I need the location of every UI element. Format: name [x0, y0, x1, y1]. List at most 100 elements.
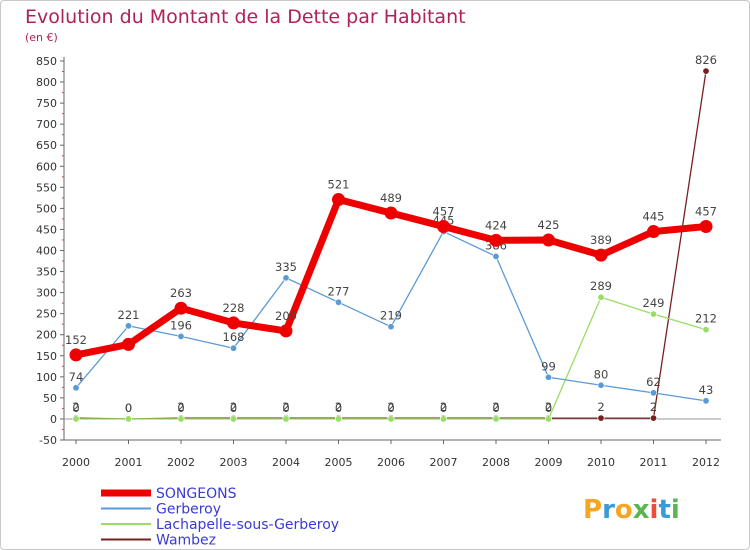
data-point — [597, 414, 605, 422]
x-tick-label: 2006 — [377, 456, 405, 469]
data-label: 99 — [541, 359, 556, 373]
y-tick-label: 400 — [36, 245, 57, 258]
data-label: 2 — [387, 400, 394, 414]
logo-letter: i — [650, 495, 659, 525]
x-tick-label: 2005 — [325, 456, 353, 469]
data-label: 2 — [440, 400, 447, 414]
series-lachapelle-sous-gerberoy: 0 0 0 0 0 0 0 0 0 0 289 249 212 — [72, 279, 717, 423]
y-tick-label: 550 — [36, 181, 57, 194]
data-point — [649, 389, 657, 397]
data-label: 209 — [275, 309, 297, 323]
data-point — [387, 415, 395, 423]
data-point — [649, 310, 657, 318]
data-point — [72, 384, 80, 392]
data-label: 2 — [545, 400, 552, 414]
data-label: 277 — [328, 284, 350, 298]
data-point — [177, 332, 185, 340]
data-label: 489 — [380, 191, 402, 205]
data-point — [489, 233, 503, 247]
data-label: 0 — [125, 401, 132, 415]
data-point — [544, 415, 552, 423]
data-point — [230, 415, 238, 423]
data-point — [282, 274, 290, 282]
y-tick-label: 800 — [36, 76, 57, 89]
data-label: 2 — [230, 400, 237, 414]
data-label: 249 — [643, 296, 665, 310]
data-point — [227, 316, 240, 330]
data-point — [72, 415, 80, 423]
legend-label: Gerberoy — [156, 502, 221, 518]
data-point — [125, 322, 133, 330]
data-label: 335 — [275, 260, 297, 274]
data-point — [699, 219, 713, 233]
data-label: 62 — [646, 375, 661, 389]
data-label: 152 — [65, 333, 87, 347]
y-tick-label: 750 — [36, 97, 57, 110]
x-tick-label: 2008 — [482, 456, 510, 469]
legend-label: Wambez — [156, 533, 216, 549]
y-tick-label: 250 — [36, 308, 57, 321]
data-label: 2 — [492, 400, 499, 414]
data-point — [177, 415, 185, 423]
data-label: 0 — [492, 401, 499, 415]
chart-subtitle: (en €) — [25, 31, 58, 44]
data-point — [544, 373, 552, 381]
axes: -500501001502002503003504004505005506006… — [36, 55, 721, 469]
data-point — [387, 323, 395, 331]
y-tick-label: 50 — [43, 392, 57, 405]
data-point — [332, 193, 345, 207]
data-label: 389 — [590, 233, 612, 247]
data-label: 0 — [387, 401, 394, 415]
y-tick-label: 650 — [36, 139, 57, 152]
data-point — [334, 415, 342, 423]
data-label: 2 — [650, 400, 657, 414]
data-point — [647, 225, 660, 239]
data-label: 168 — [223, 330, 245, 344]
data-label: 212 — [695, 312, 717, 326]
x-tick-label: 2000 — [62, 456, 90, 469]
data-point — [492, 415, 500, 423]
data-label: 228 — [223, 301, 245, 315]
data-label: 289 — [590, 279, 612, 293]
y-tick-label: 200 — [36, 329, 57, 342]
x-tick-label: 2009 — [535, 456, 563, 469]
data-label: 221 — [118, 308, 140, 322]
chart-title: Evolution du Montant de la Dette par Hab… — [25, 6, 466, 28]
x-tick-label: 2003 — [220, 456, 248, 469]
data-label: 0 — [282, 401, 289, 415]
y-tick-label: 700 — [36, 118, 57, 131]
data-point — [594, 248, 608, 262]
x-tick-label: 2011 — [640, 456, 668, 469]
data-point — [437, 219, 450, 233]
legend-item: Wambez — [101, 533, 216, 549]
data-point — [597, 381, 605, 389]
data-point — [174, 301, 188, 315]
data-label: 2 — [72, 400, 79, 414]
data-label: 0 — [72, 401, 79, 415]
series-gerberoy: 7422119616833527721944538699806243 — [69, 214, 714, 405]
data-label: 521 — [328, 178, 350, 192]
data-point — [282, 415, 290, 423]
logo-letter: i — [671, 495, 680, 525]
data-label: 43 — [699, 383, 714, 397]
proxiti-logo: Proxiti — [583, 495, 680, 525]
data-label: 219 — [380, 309, 402, 323]
logo-letter: x — [633, 495, 650, 525]
data-label: 74 — [69, 370, 84, 384]
legend-item: SONGEONS — [101, 486, 237, 502]
legend-item: Gerberoy — [101, 502, 221, 518]
y-tick-label: 300 — [36, 287, 57, 300]
y-tick-label: -50 — [39, 434, 57, 447]
legend-label: Lachapelle-sous-Gerberoy — [156, 517, 339, 533]
data-label: 0 — [335, 401, 342, 415]
data-label: 826 — [695, 53, 717, 67]
y-tick-label: 350 — [36, 266, 57, 279]
series-songeons: 152 263 228 209 521 489 457 424 425 389 445 457 — [65, 178, 717, 362]
data-label: 425 — [538, 218, 560, 232]
data-point — [230, 344, 238, 352]
data-point — [702, 326, 710, 334]
logo-letter: t — [658, 495, 670, 525]
logo-letter: r — [602, 495, 615, 525]
